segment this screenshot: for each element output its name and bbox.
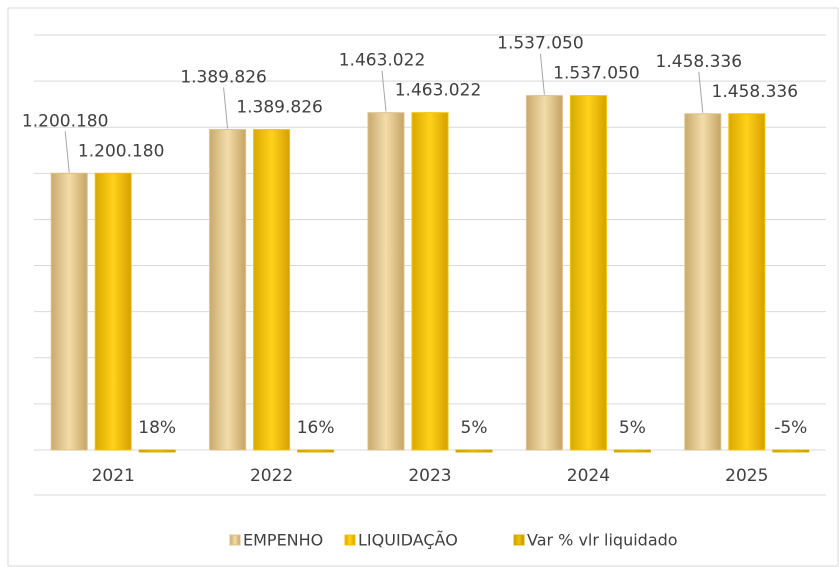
leader-line: [539, 53, 545, 95]
leader-line: [698, 71, 704, 113]
x-tick-label: 2023: [408, 466, 451, 486]
x-tick-label: 2025: [725, 466, 768, 486]
data-label: 1.463.022: [395, 81, 482, 101]
bar: [50, 172, 88, 451]
bar: [253, 129, 291, 451]
bar: [209, 129, 247, 451]
x-tick-label: 2021: [92, 466, 135, 486]
x-tick-label: 2024: [567, 466, 610, 486]
data-label: 18%: [138, 418, 176, 438]
data-label: 1.458.336: [712, 82, 799, 102]
x-tick-label: 2022: [250, 466, 293, 486]
bar: [613, 449, 651, 453]
bar: [297, 449, 335, 453]
data-label: 5%: [619, 418, 646, 438]
legend-swatch: [344, 534, 356, 546]
bar: [772, 449, 810, 453]
leader-line: [381, 70, 387, 112]
bar: [411, 112, 449, 451]
data-label: -5%: [774, 418, 807, 438]
leader-line: [64, 131, 70, 173]
legend-label: EMPENHO: [243, 531, 323, 550]
bar: [367, 112, 405, 451]
data-label: 1.537.050: [553, 64, 640, 84]
bar: [569, 95, 607, 451]
bar: [728, 113, 766, 451]
data-label: 1.463.022: [339, 51, 426, 71]
data-label: 1.389.826: [236, 98, 323, 118]
bar: [684, 113, 722, 451]
data-label: 1.389.826: [180, 68, 267, 88]
data-label: 1.458.336: [656, 52, 743, 72]
data-label: 1.537.050: [497, 34, 584, 54]
data-label: 16%: [297, 418, 335, 438]
bar: [455, 449, 493, 453]
legend-label: Var % vlr liquidado: [527, 531, 678, 550]
data-label: 5%: [461, 418, 488, 438]
bar: [94, 172, 132, 451]
data-label: 1.200.180: [22, 111, 109, 131]
legend-swatch: [229, 534, 241, 546]
data-label: 1.200.180: [78, 141, 165, 161]
legend-swatch: [513, 534, 525, 546]
legend-label: LIQUIDAÇÃO: [358, 531, 458, 550]
bar: [525, 95, 563, 451]
leader-line: [223, 87, 229, 129]
bar: [138, 449, 176, 453]
